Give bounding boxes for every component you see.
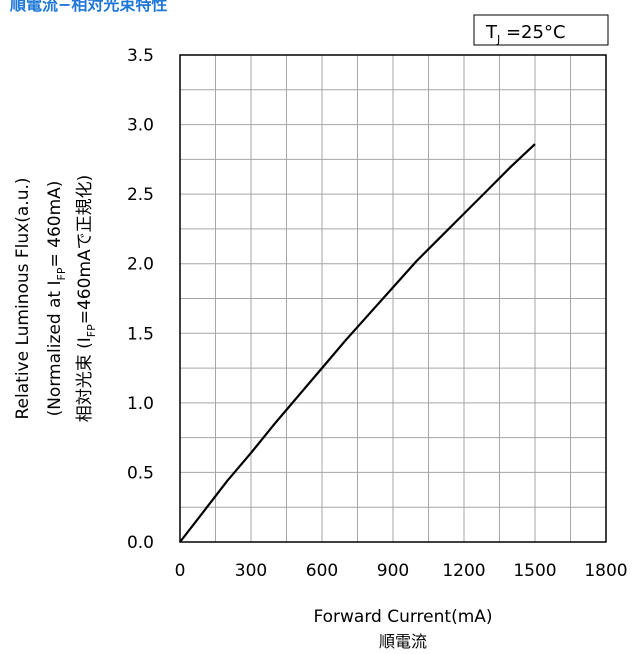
y-axis-label-subscript: FP: [55, 267, 68, 280]
x-axis-label-jp: 順電流: [379, 632, 427, 651]
y-axis-label-line: 相対光束 (IFP=460mAで正規化): [75, 175, 98, 423]
x-tick-label: 1200: [442, 561, 485, 581]
grid-lines: [180, 55, 606, 542]
x-tick-label: 1800: [584, 561, 627, 581]
y-axis-label-line: (Normalized at IFP= 460mA): [45, 181, 68, 417]
y-tick-labels: 0.0 0.5 1.0 1.5 2.0 2.5 3.0 3.5: [127, 46, 154, 553]
x-tick-label: 0: [175, 561, 186, 581]
series-layer: [179, 143, 536, 543]
y-tick-label: 1.5: [127, 324, 154, 344]
condition-box: TJ =25°C: [473, 14, 609, 46]
y-tick-label: 1.0: [127, 394, 154, 414]
x-tick-label: 1500: [513, 561, 556, 581]
x-tick-label: 900: [377, 561, 409, 581]
condition-label: TJ =25°C: [485, 22, 566, 46]
y-tick-label: 0.0: [127, 533, 154, 553]
y-tick-label: 0.5: [127, 463, 154, 483]
y-axis-label-text: 相対光束 (I: [75, 337, 95, 422]
y-axis-label-text: Relative Luminous Flux(a.u.): [13, 177, 33, 419]
plot-frame: [179, 54, 607, 543]
condition-subscript: J: [496, 33, 500, 46]
x-tick-label: 600: [306, 561, 338, 581]
page-title: 順電流−相対光束特性: [10, 0, 168, 14]
y-axis-label-text: = 460mA): [45, 181, 65, 268]
y-axis-label-subscript: FP: [85, 324, 98, 337]
y-axis-label: Relative Luminous Flux(a.u.) (Normalized …: [13, 175, 98, 423]
y-tick-label: 3.0: [127, 116, 154, 136]
x-tick-labels: 0 300 600 900 1200 1500 1800: [175, 561, 628, 581]
x-axis-label: Forward Current(mA): [313, 607, 492, 627]
condition-box-frame: [473, 14, 609, 46]
condition-symbol: T: [485, 22, 498, 43]
y-axis-label-text: (Normalized at I: [45, 280, 65, 416]
y-axis-label-text: =460mAで正規化): [75, 175, 95, 325]
y-tick-label: 2.5: [127, 185, 154, 205]
x-tick-label: 300: [235, 561, 267, 581]
series-line: [179, 143, 536, 543]
y-tick-label: 2.0: [127, 255, 154, 275]
y-tick-label: 3.5: [127, 46, 154, 66]
y-axis-label-line: Relative Luminous Flux(a.u.): [13, 177, 33, 419]
condition-value: =25°C: [500, 22, 565, 43]
